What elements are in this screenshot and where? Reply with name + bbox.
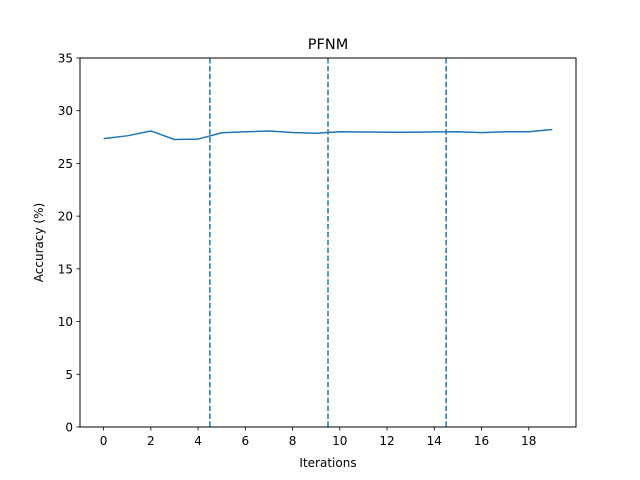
y-axis-label: Accuracy (%) — [32, 203, 46, 282]
plot-frame — [79, 57, 577, 428]
x-axis-label: Iterations — [299, 456, 356, 470]
y-tick-label: 35 — [58, 52, 73, 66]
x-tick-label: 6 — [242, 434, 250, 448]
y-tick-label: 25 — [58, 157, 73, 171]
y-tick-label: 15 — [58, 262, 73, 276]
x-tick-label: 16 — [474, 434, 489, 448]
x-tick-label: 4 — [194, 434, 202, 448]
x-tick-label: 0 — [100, 434, 108, 448]
chart-title: PFNM — [308, 37, 348, 53]
x-tick-label: 8 — [289, 434, 297, 448]
x-axis-ticks: 0 2 4 6 8 10 12 14 16 18 — [100, 427, 536, 448]
plot-content — [103, 58, 553, 427]
y-tick-label: 20 — [58, 210, 73, 224]
x-tick-label: 2 — [147, 434, 155, 448]
y-tick-label: 5 — [65, 368, 73, 382]
y-tick-label: 0 — [65, 421, 73, 435]
x-tick-label: 18 — [521, 434, 536, 448]
x-tick-label: 12 — [379, 434, 394, 448]
y-tick-label: 10 — [58, 315, 73, 329]
y-axis-ticks: 0 5 10 15 20 25 30 35 — [58, 52, 80, 435]
y-tick-label: 30 — [58, 104, 73, 118]
x-tick-label: 14 — [427, 434, 442, 448]
x-tick-label: 10 — [332, 434, 347, 448]
